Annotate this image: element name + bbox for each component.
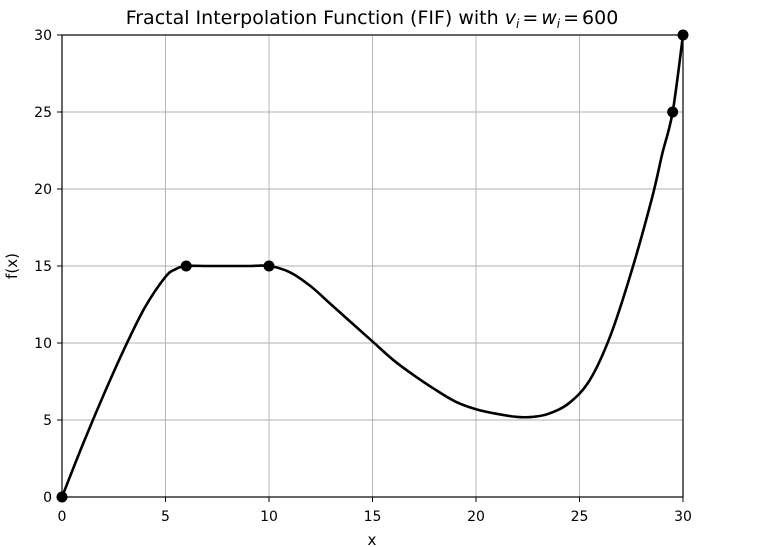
y-tick-label: 20 <box>34 182 52 198</box>
x-tick-label: 5 <box>161 509 170 525</box>
x-tick-label: 25 <box>571 509 589 525</box>
x-tick-label: 0 <box>58 509 67 525</box>
title-subscript-v: i <box>516 17 520 31</box>
interpolation-point <box>667 106 679 118</box>
chart-title: Fractal Interpolation Function (FIF) wit… <box>126 7 619 31</box>
title-subscript-w: i <box>557 17 561 31</box>
title-equals-2: = <box>563 7 579 29</box>
y-tick-label: 5 <box>43 413 52 429</box>
title-symbol-w: w <box>541 7 557 29</box>
grid <box>61 34 684 498</box>
y-tick-label: 10 <box>34 336 52 352</box>
fif-curve <box>60 33 685 499</box>
x-tick-label: 20 <box>467 509 485 525</box>
x-tick-label: 15 <box>364 509 382 525</box>
points-layer <box>56 29 689 503</box>
plot-frame <box>61 34 684 498</box>
interpolation-point <box>263 260 275 272</box>
x-tick-label: 10 <box>260 509 278 525</box>
x-tick-label: 30 <box>674 509 692 525</box>
y-tick-label: 30 <box>34 28 52 44</box>
title-value: 600 <box>582 7 618 29</box>
y-tick-label: 15 <box>34 259 52 275</box>
interpolation-point <box>180 260 192 272</box>
y-tick-label: 25 <box>34 105 52 121</box>
y-axis-label: f(x) <box>3 253 21 279</box>
title-symbol-v: v <box>505 7 517 29</box>
y-tick-label: 0 <box>43 490 52 506</box>
chart-title-prefix: Fractal Interpolation Function (FIF) wit… <box>126 7 505 29</box>
series-layer <box>60 33 685 499</box>
title-equals-1: = <box>522 7 538 29</box>
x-axis-label: x <box>368 531 377 547</box>
axis-ticks: 0 5 10 15 20 25 30 0 5 10 15 20 25 30 <box>34 28 692 525</box>
